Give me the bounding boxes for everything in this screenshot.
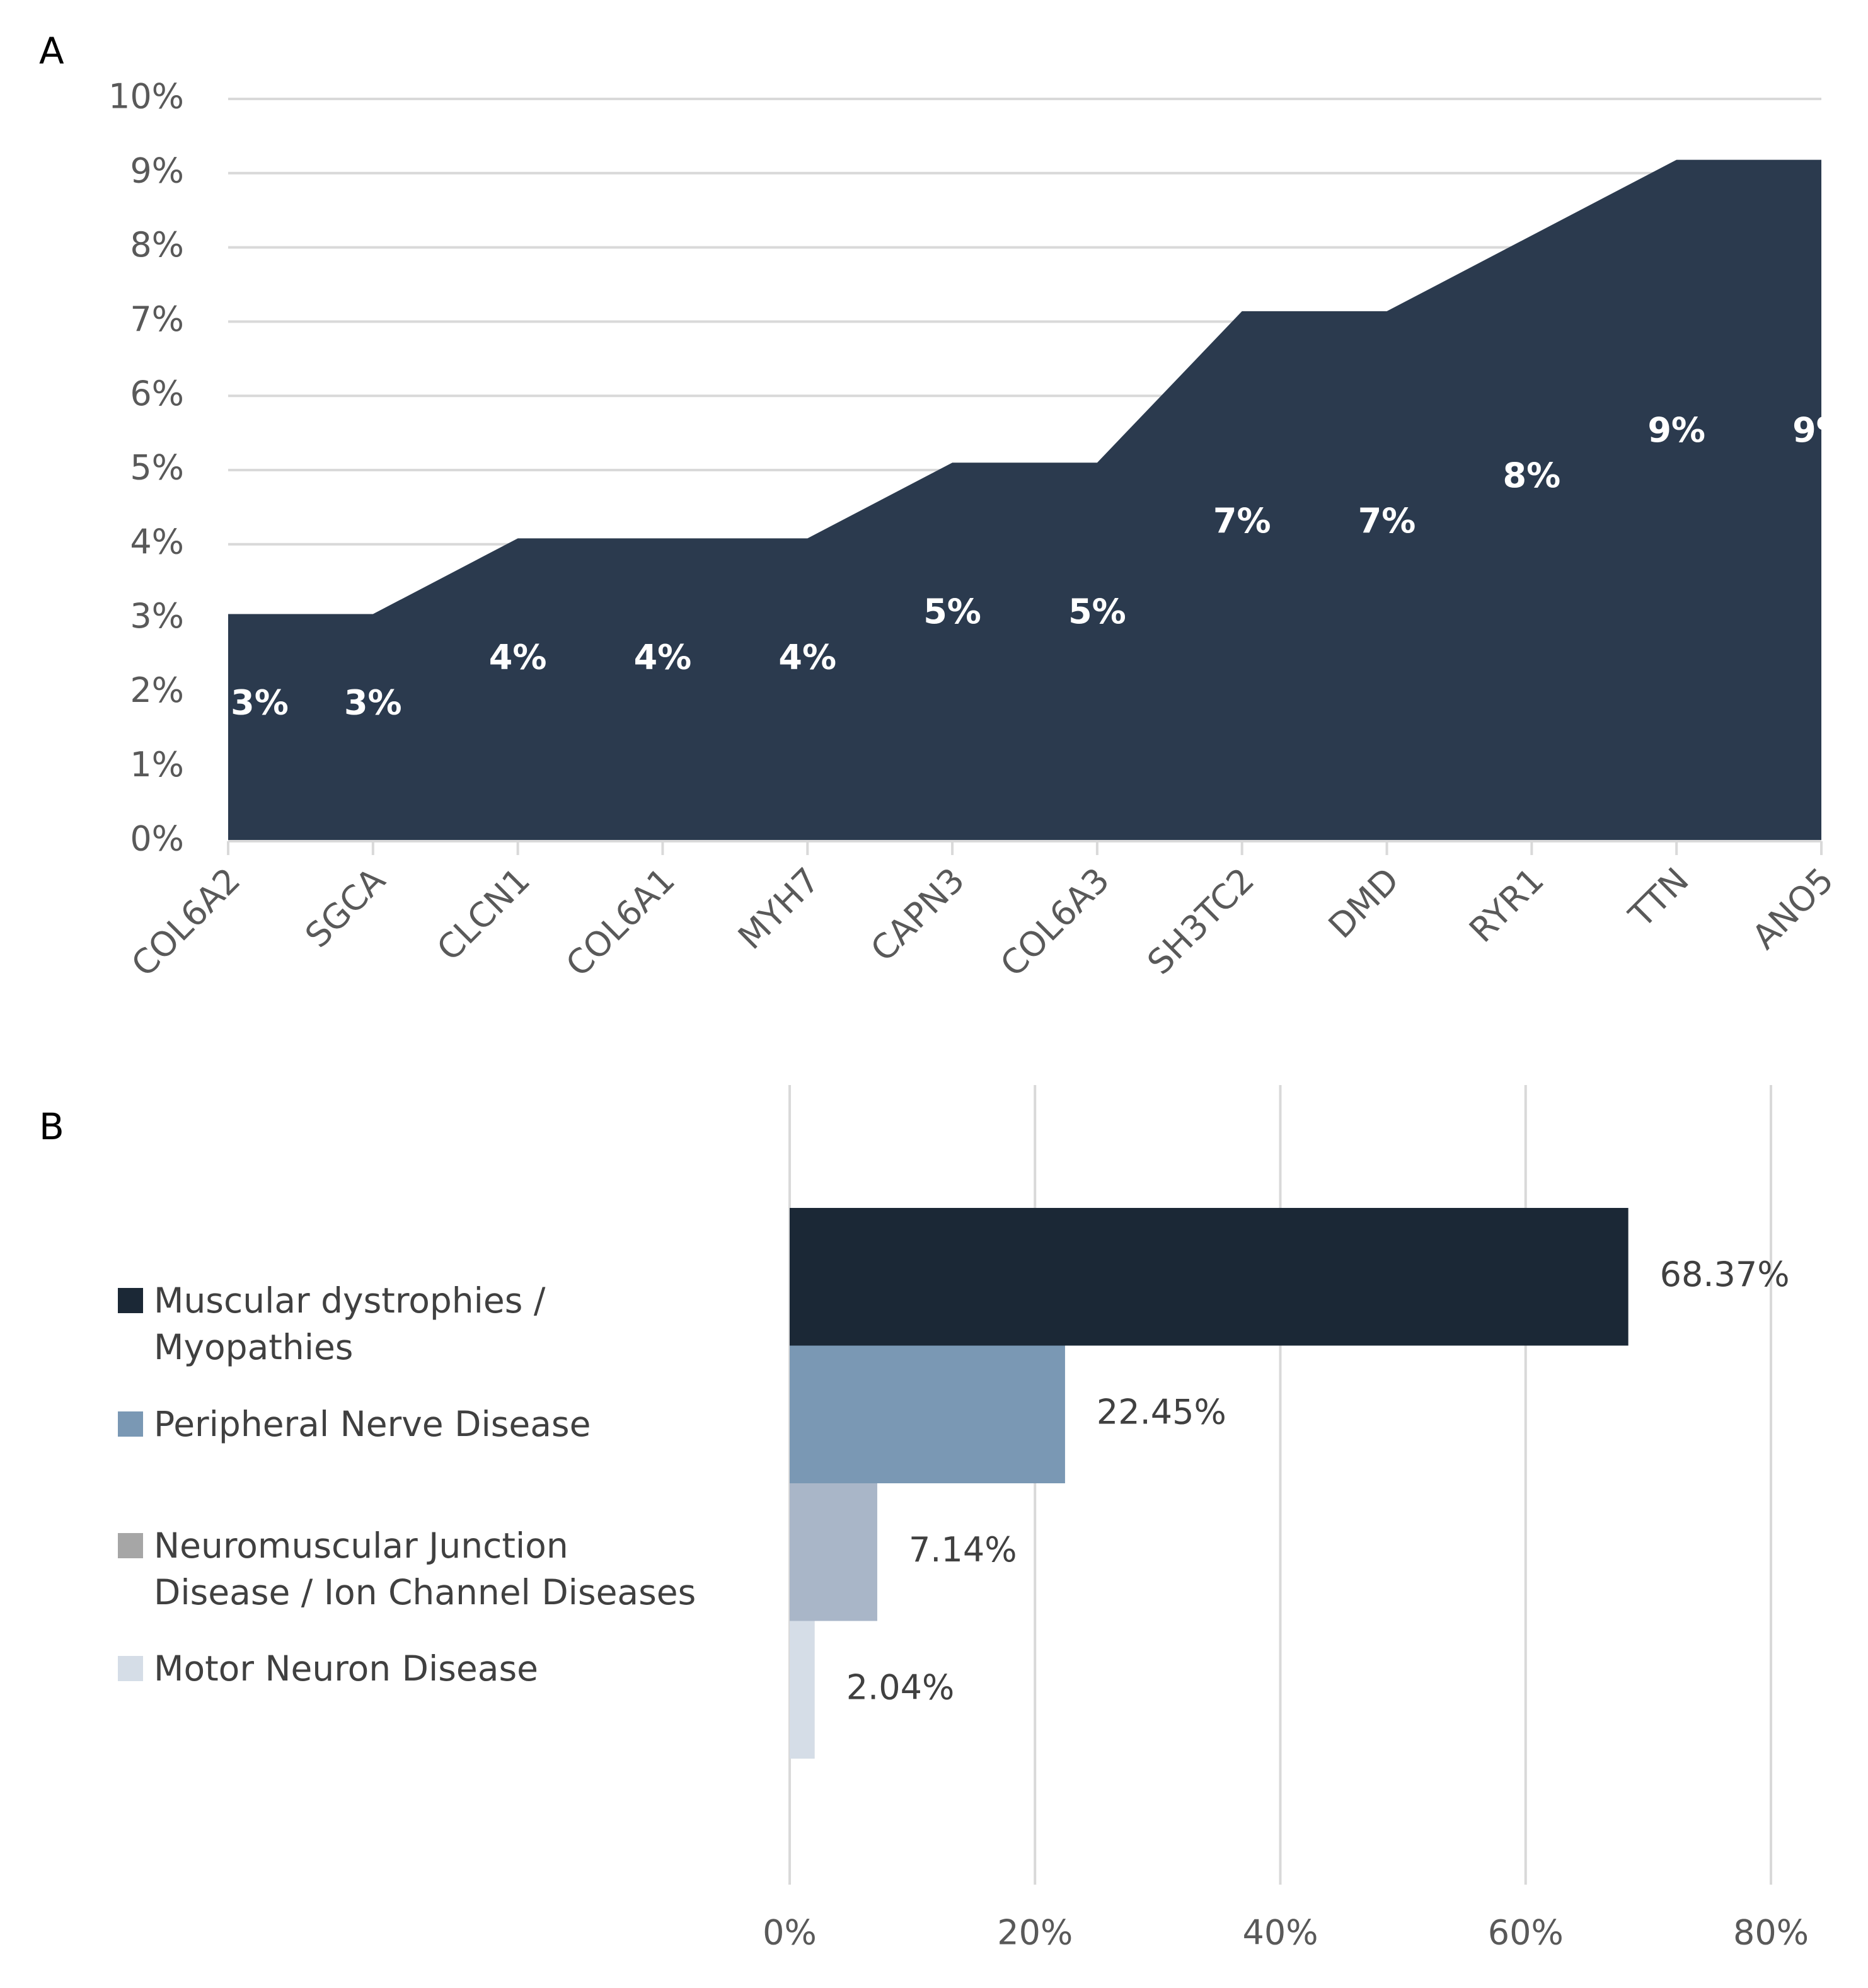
bar [790,1345,1065,1483]
x-tick-label: 20% [997,1913,1073,1953]
value-label: 7% [1358,501,1416,541]
legend-swatch [118,1411,143,1437]
x-tick-label: CAPN3 [863,860,972,969]
value-label: 3% [344,682,402,722]
panel-label: B [39,1105,64,1148]
bar [790,1483,877,1621]
x-tick-label: 0% [763,1913,817,1953]
y-tick-label: 4% [130,522,184,561]
value-label: 5% [923,592,981,631]
value-label: 4% [778,637,836,677]
legend-swatch [118,1656,143,1681]
value-label: 2.04% [846,1667,955,1707]
bar [790,1621,815,1759]
value-label: 5% [1068,592,1126,631]
x-tick-label: COL6A2 [124,860,248,984]
x-tick-label: COL6A1 [558,860,683,984]
y-tick-label: 9% [130,151,184,190]
x-tick-label: SGCA [297,860,393,955]
legend-label: Motor Neuron Disease [154,1648,538,1689]
x-tick-label: ANO5 [1744,860,1842,957]
x-tick-label: MYH7 [730,860,827,957]
x-tick-label: CLCN1 [429,860,538,968]
value-label: 3% [231,682,289,722]
bar [790,1208,1629,1346]
value-label: 4% [634,637,692,677]
value-label: 68.37% [1660,1255,1790,1294]
legend-swatch [118,1533,143,1558]
value-label: 7.14% [909,1530,1017,1570]
y-tick-label: 10% [108,77,184,117]
y-tick-label: 7% [130,299,184,339]
legend-label: Peripheral Nerve Disease [154,1404,591,1444]
y-tick-label: 1% [130,745,184,784]
x-tick-label: TTN [1621,860,1697,936]
x-tick-label: RYR1 [1462,860,1552,950]
value-label: 7% [1213,501,1271,541]
x-tick-label: DMD [1321,860,1407,946]
value-label: 9% [1647,410,1705,450]
y-tick-label: 0% [130,819,184,859]
y-tick-label: 6% [130,374,184,413]
value-label: 9% [1792,410,1850,450]
value-label: 8% [1503,456,1561,495]
y-tick-label: 8% [130,225,184,265]
legend-swatch [118,1288,143,1313]
legend-label: Neuromuscular Junction Disease / Ion Cha… [154,1525,696,1612]
x-tick-label: 40% [1242,1913,1318,1953]
y-tick-label: 5% [130,448,184,488]
x-tick-label: COL6A3 [993,860,1117,984]
x-tick-label: 80% [1733,1913,1809,1953]
x-tick-label: 60% [1488,1913,1564,1953]
panel-label: A [39,30,64,72]
x-tick-label: SH3TC2 [1139,860,1262,982]
y-tick-label: 3% [130,596,184,636]
area [228,159,1821,842]
value-label: 22.45% [1097,1392,1226,1432]
value-label: 4% [489,637,547,677]
legend-label: Muscular dystrophies / Myopathies [154,1280,546,1367]
y-tick-label: 2% [130,670,184,710]
